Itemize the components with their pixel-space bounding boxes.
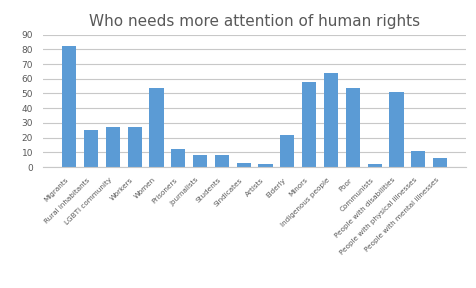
Bar <box>84 130 98 167</box>
Title: Who needs more attention of human rights: Who needs more attention of human rights <box>89 14 420 29</box>
Bar <box>237 163 251 167</box>
Bar <box>106 127 120 167</box>
Bar <box>215 155 229 167</box>
Bar <box>149 88 164 167</box>
Bar <box>433 158 447 167</box>
Bar <box>302 82 317 167</box>
Bar <box>193 155 207 167</box>
Bar <box>62 46 76 167</box>
Bar <box>411 151 426 167</box>
Bar <box>367 164 382 167</box>
Bar <box>171 149 185 167</box>
Bar <box>324 73 338 167</box>
Bar <box>389 92 404 167</box>
Bar <box>346 88 360 167</box>
Bar <box>280 135 295 167</box>
Bar <box>258 164 273 167</box>
Bar <box>128 127 142 167</box>
